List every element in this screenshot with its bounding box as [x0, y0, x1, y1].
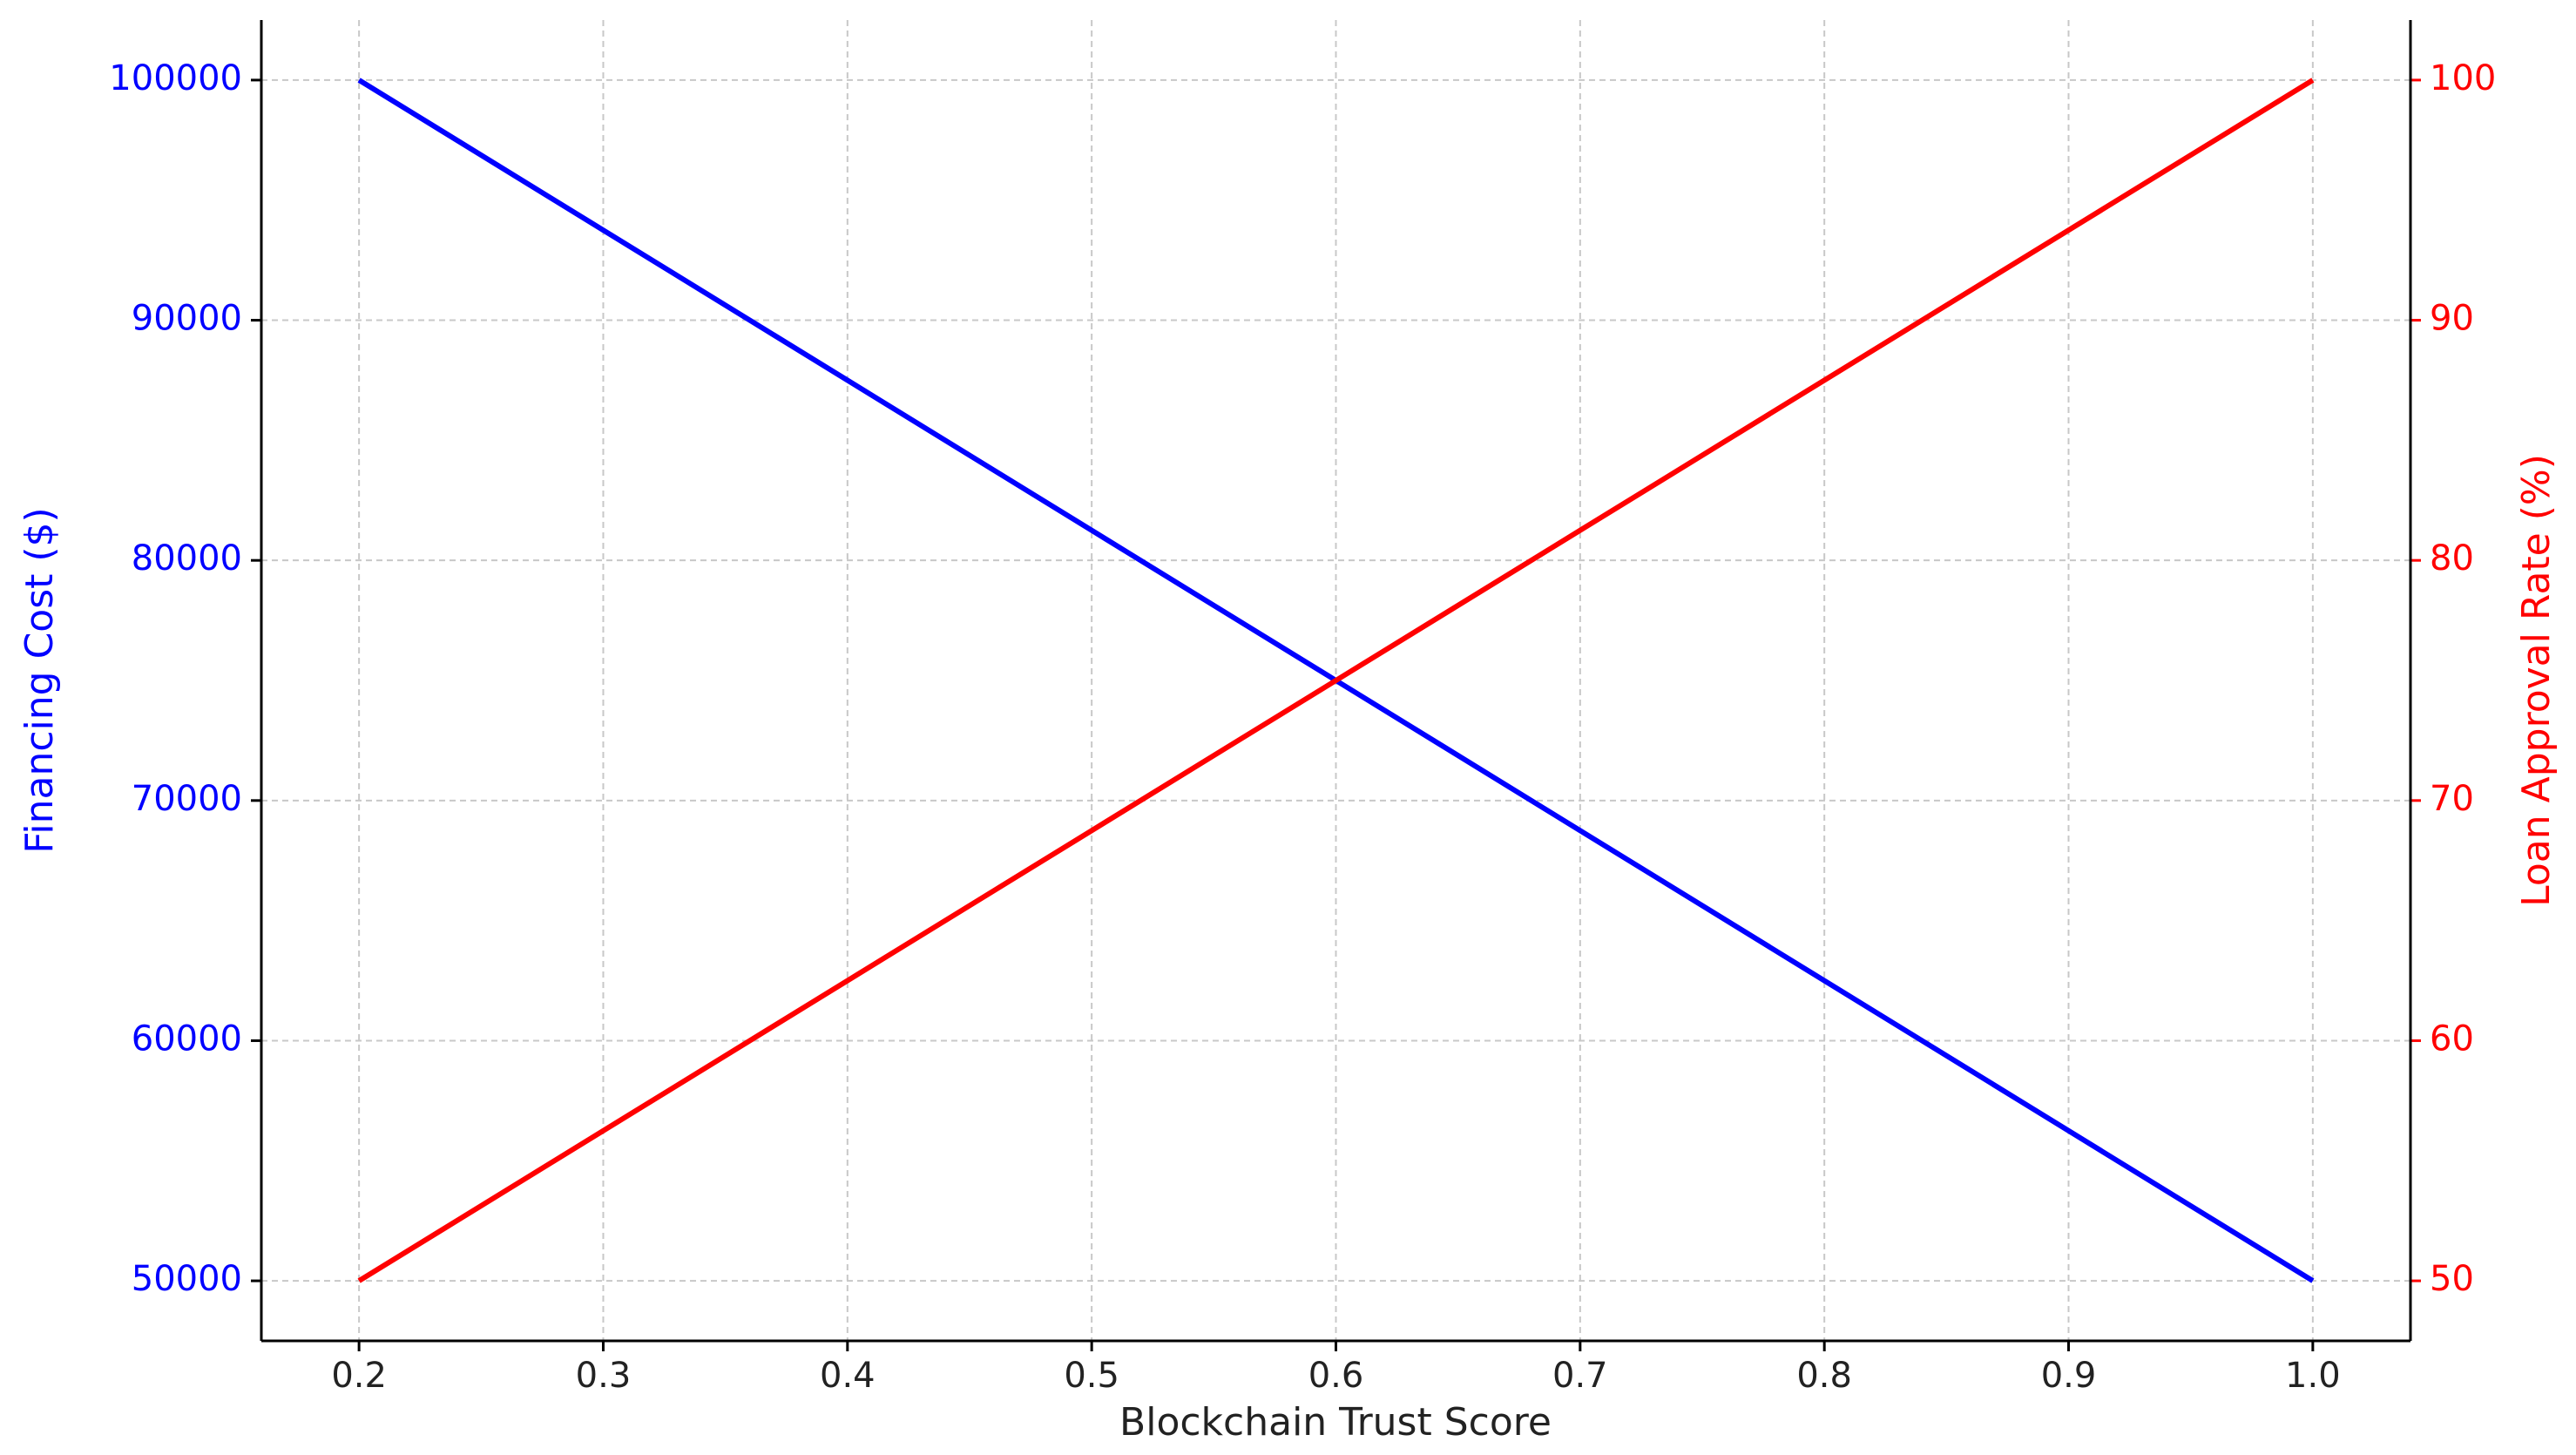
y2-tick-label: 100: [2430, 58, 2496, 98]
y-tick-label: 100000: [109, 58, 242, 98]
y-tick-label: 70000: [132, 779, 242, 819]
y2-tick-label: 60: [2430, 1018, 2474, 1059]
y-axis-label: Financing Cost ($): [17, 507, 62, 853]
x-tick-label: 0.7: [1552, 1356, 1608, 1396]
y-tick-label: 90000: [132, 299, 242, 339]
y-tick-label: 80000: [132, 538, 242, 579]
x-tick-label: 0.3: [576, 1356, 632, 1396]
line-series: [357, 78, 2315, 1283]
x-tick-label: 0.9: [2041, 1356, 2097, 1396]
y2-tick-label: 70: [2430, 779, 2474, 819]
x-tick-label: 0.6: [1308, 1356, 1364, 1396]
x-axis-label: Blockchain Trust Score: [1119, 1400, 1552, 1445]
y2-tick-label: 90: [2430, 299, 2474, 339]
y2-axis-label: Loan Approval Rate (%): [2514, 454, 2559, 907]
x-tick-label: 0.4: [820, 1356, 876, 1396]
x-tick-label: 0.8: [1796, 1356, 1852, 1396]
y2-tick-label: 50: [2430, 1259, 2474, 1299]
x-tick-label: 1.0: [2285, 1356, 2341, 1396]
y-tick-label: 50000: [132, 1259, 242, 1299]
x-tick-label: 0.2: [331, 1356, 387, 1396]
x-tick-label: 0.5: [1064, 1356, 1119, 1396]
y-tick-label: 60000: [132, 1018, 242, 1059]
y2-tick-label: 80: [2430, 538, 2474, 579]
